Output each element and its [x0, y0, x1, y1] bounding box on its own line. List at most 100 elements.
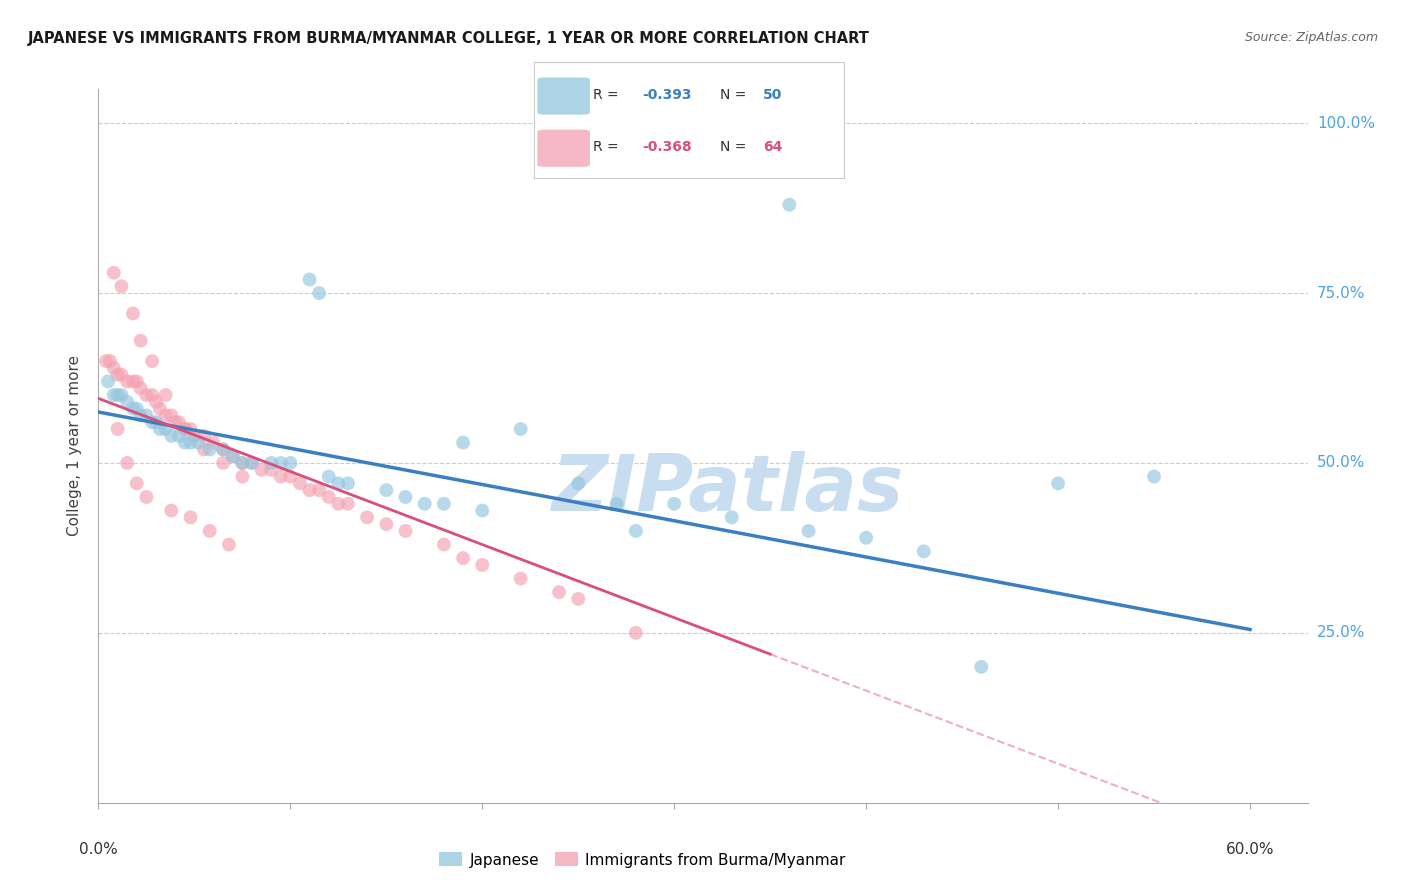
Text: 75.0%: 75.0% — [1317, 285, 1365, 301]
Point — [125, 476, 148, 491]
Point — [451, 551, 474, 566]
Point — [129, 334, 152, 348]
Point — [298, 483, 321, 498]
Point — [129, 381, 152, 395]
Text: 50.0%: 50.0% — [1317, 456, 1365, 470]
Point — [375, 517, 398, 532]
Point — [394, 524, 416, 538]
Point — [288, 476, 311, 491]
Point — [115, 456, 138, 470]
Point — [664, 497, 686, 511]
Point — [135, 388, 157, 402]
Point — [222, 449, 245, 463]
Point — [260, 456, 283, 470]
Point — [103, 388, 125, 402]
Point — [471, 503, 494, 517]
Point — [433, 537, 456, 551]
Point — [165, 415, 187, 429]
Point — [202, 435, 225, 450]
Point — [107, 368, 129, 382]
Point — [103, 266, 125, 280]
Point — [336, 476, 359, 491]
Point — [240, 456, 263, 470]
Point — [1143, 469, 1166, 483]
Point — [318, 469, 340, 483]
Text: 60.0%: 60.0% — [1226, 842, 1274, 857]
Point — [149, 401, 172, 416]
Point — [218, 537, 240, 551]
Point — [180, 510, 202, 524]
Point — [193, 442, 215, 457]
Point — [103, 360, 125, 375]
Point — [160, 429, 183, 443]
Point — [155, 388, 177, 402]
Point — [198, 442, 221, 457]
Point — [231, 456, 253, 470]
Point — [167, 429, 190, 443]
Text: ZIPatlas: ZIPatlas — [551, 450, 903, 527]
Point — [187, 435, 209, 450]
Point — [98, 354, 121, 368]
Point — [141, 388, 163, 402]
Text: -0.368: -0.368 — [643, 140, 692, 154]
Point — [280, 456, 302, 470]
FancyBboxPatch shape — [537, 78, 591, 114]
Point — [110, 368, 132, 382]
Point — [231, 456, 253, 470]
Point — [624, 626, 647, 640]
Point — [135, 490, 157, 504]
Point — [167, 415, 190, 429]
Point — [624, 524, 647, 538]
Point — [141, 415, 163, 429]
Text: 64: 64 — [763, 140, 783, 154]
Text: 50: 50 — [763, 88, 783, 102]
Point — [1047, 476, 1070, 491]
Point — [160, 409, 183, 423]
Point — [797, 524, 820, 538]
Point — [318, 490, 340, 504]
Point — [606, 497, 628, 511]
Point — [567, 591, 589, 606]
Point — [212, 456, 235, 470]
Point — [509, 572, 531, 586]
Point — [183, 429, 205, 443]
Point — [778, 198, 800, 212]
Point — [270, 469, 292, 483]
Point — [110, 279, 132, 293]
Point — [135, 409, 157, 423]
Point — [212, 442, 235, 457]
Point — [375, 483, 398, 498]
Point — [509, 422, 531, 436]
Point — [180, 422, 202, 436]
Point — [173, 435, 195, 450]
Text: 100.0%: 100.0% — [1317, 116, 1375, 131]
Point — [548, 585, 571, 599]
Point — [280, 469, 302, 483]
Point — [160, 503, 183, 517]
Point — [336, 497, 359, 511]
Point — [260, 463, 283, 477]
Point — [356, 510, 378, 524]
Legend: Japanese, Immigrants from Burma/Myanmar: Japanese, Immigrants from Burma/Myanmar — [433, 847, 852, 873]
Point — [110, 388, 132, 402]
Text: N =: N = — [720, 88, 751, 102]
Point — [308, 286, 330, 301]
Text: R =: R = — [593, 88, 623, 102]
Point — [125, 375, 148, 389]
Point — [212, 442, 235, 457]
Point — [451, 435, 474, 450]
Point — [567, 476, 589, 491]
Point — [970, 660, 993, 674]
Point — [231, 469, 253, 483]
Point — [198, 524, 221, 538]
Text: JAPANESE VS IMMIGRANTS FROM BURMA/MYANMAR COLLEGE, 1 YEAR OR MORE CORRELATION CH: JAPANESE VS IMMIGRANTS FROM BURMA/MYANMA… — [28, 31, 870, 46]
Point — [173, 422, 195, 436]
Point — [155, 409, 177, 423]
Point — [328, 497, 350, 511]
Point — [193, 429, 215, 443]
Point — [115, 375, 138, 389]
Point — [222, 449, 245, 463]
Point — [270, 456, 292, 470]
Point — [125, 401, 148, 416]
Point — [433, 497, 456, 511]
